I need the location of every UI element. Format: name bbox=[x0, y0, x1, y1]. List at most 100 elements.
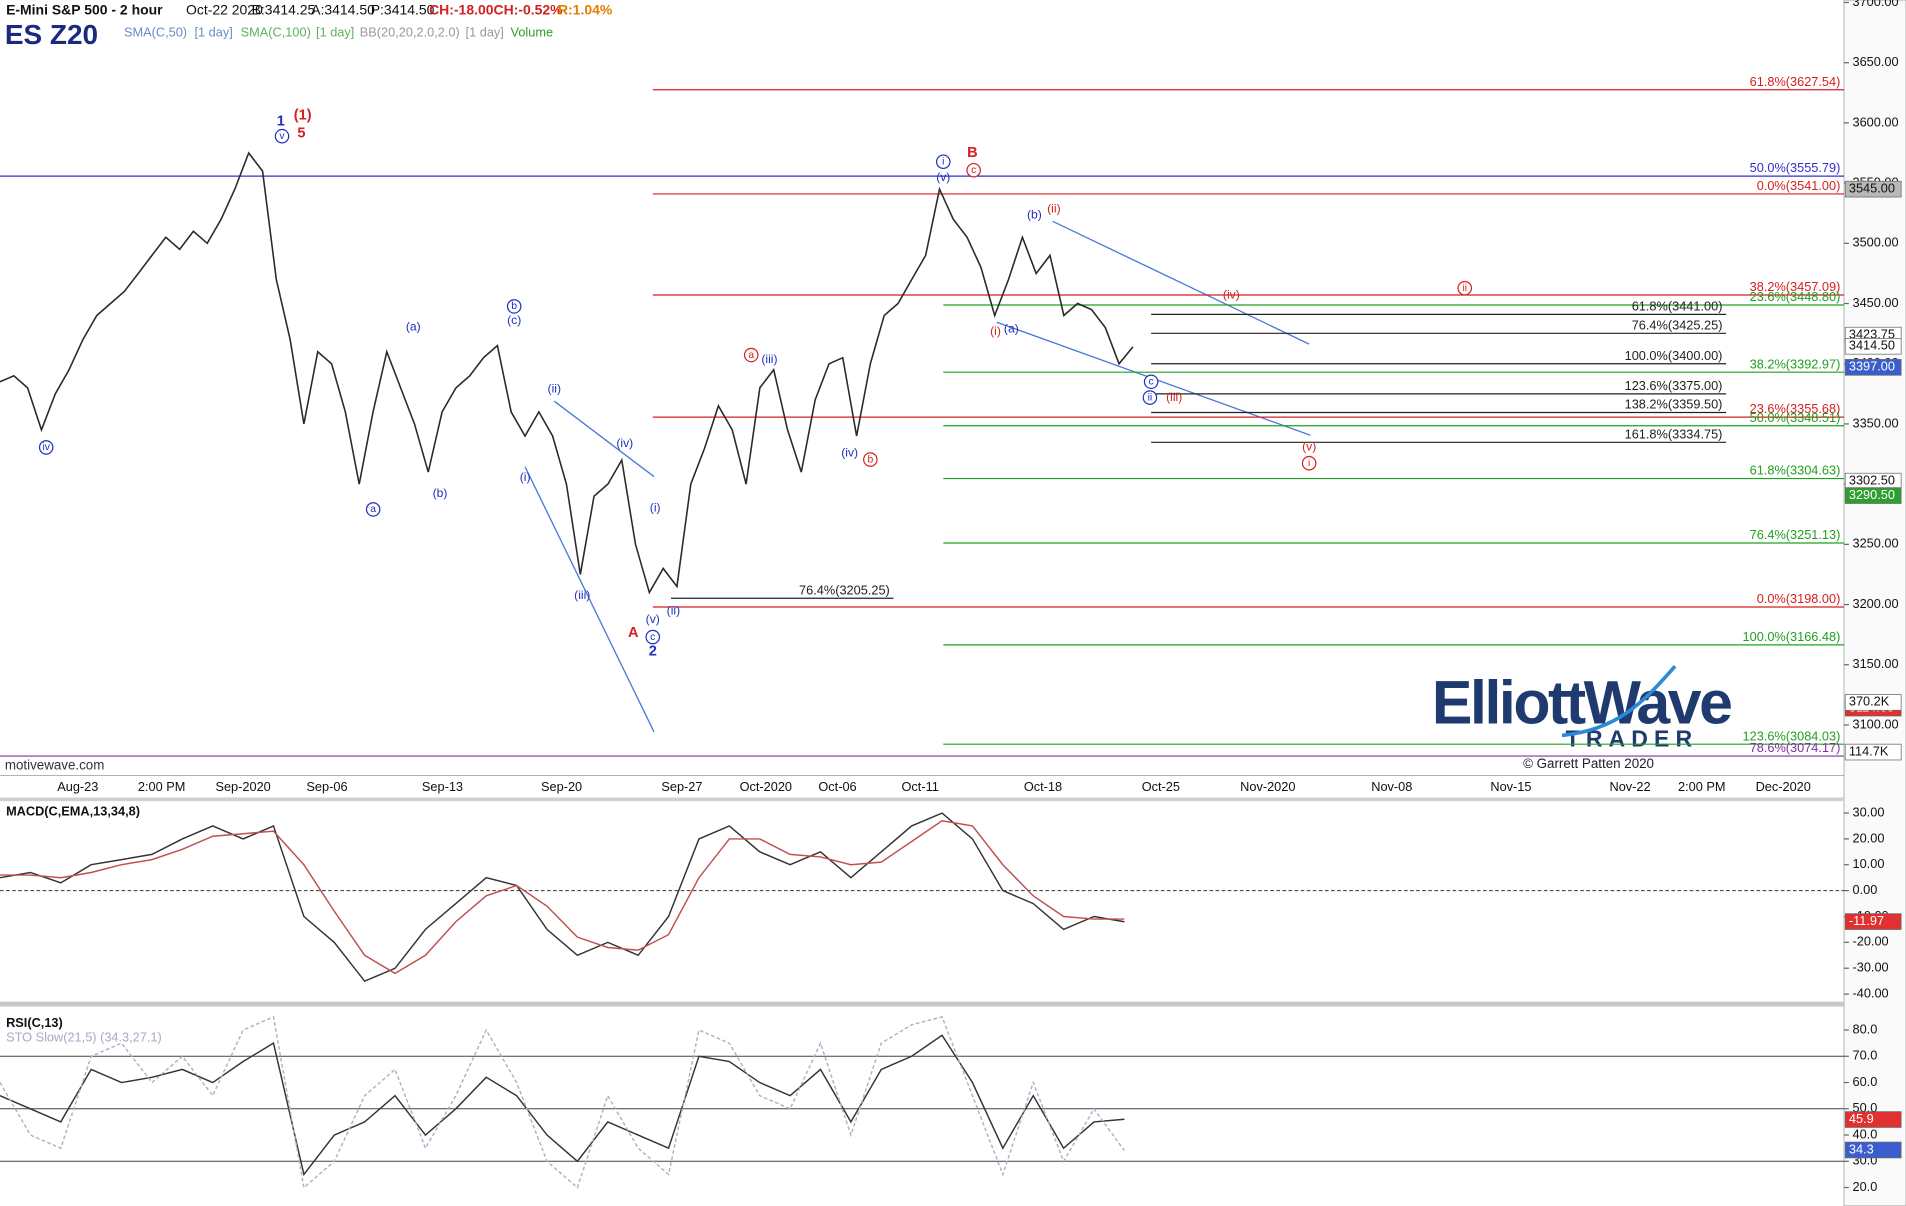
wave-circle bbox=[966, 162, 981, 178]
separator bbox=[0, 1001, 1845, 1007]
price-flag-label: 3290.50 bbox=[1849, 487, 1895, 502]
y-tick-label: 20.0 bbox=[1853, 1179, 1878, 1194]
fib-level-label: 38.2%(3457.09) bbox=[1750, 279, 1841, 294]
wave-label: (b) bbox=[1027, 207, 1042, 221]
wave-circle bbox=[743, 347, 759, 363]
fib-level-label: 123.6%(3084.03) bbox=[1743, 728, 1841, 743]
wave-circle bbox=[1457, 280, 1473, 296]
indicator: [1 day] bbox=[466, 24, 504, 39]
x-tick-label: Nov-2020 bbox=[1240, 779, 1295, 794]
wave-label: (iii) bbox=[574, 588, 590, 602]
fib-level-label: 50.0%(3348.51) bbox=[1750, 410, 1841, 425]
indicator: [1 day] bbox=[194, 24, 232, 39]
fib-level-label: 76.4%(3425.25) bbox=[1632, 317, 1723, 332]
fib-level-label: 61.8%(3627.54) bbox=[1750, 74, 1841, 89]
fib-level-label: 23.6%(3355.68) bbox=[1750, 401, 1841, 416]
y-tick-label: 3600.00 bbox=[1853, 114, 1899, 129]
y-tick-label: 40.0 bbox=[1853, 1126, 1878, 1141]
wave-label: (a) bbox=[1004, 322, 1019, 336]
wave-label: (c) bbox=[507, 313, 521, 327]
fib-level-label: 78.6%(3074.17) bbox=[1750, 740, 1841, 755]
series-line bbox=[0, 812, 1125, 983]
wave-label: c bbox=[650, 632, 655, 643]
x-tick-label: Sep-06 bbox=[306, 779, 347, 794]
x-tick-label: Nov-15 bbox=[1490, 779, 1531, 794]
y-tick-label: 20.00 bbox=[1853, 830, 1885, 845]
price-flag-label: -11.97 bbox=[1849, 913, 1884, 928]
y-tick-label: -20.00 bbox=[1853, 934, 1889, 949]
x-tick-label: Aug-23 bbox=[57, 779, 98, 794]
instrument: E-Mini S&P 500 - 2 hour bbox=[6, 2, 163, 18]
wave-label: ii bbox=[1462, 283, 1467, 294]
trend-line bbox=[553, 400, 655, 478]
wave-label: ii bbox=[1148, 392, 1153, 403]
fib-level-label: 76.4%(3205.25) bbox=[799, 582, 890, 597]
wave-label: (b) bbox=[433, 486, 448, 500]
y-tick-label: 30.00 bbox=[1853, 804, 1885, 819]
fib-level-label: 161.8%(3334.75) bbox=[1625, 426, 1723, 441]
x-tick-label: Oct-2020 bbox=[740, 779, 792, 794]
range: R:1.04% bbox=[558, 2, 613, 18]
bid: B:3414.25 bbox=[252, 2, 316, 18]
fib-level-label: 61.8%(3304.63) bbox=[1750, 463, 1841, 478]
price-flag bbox=[1844, 338, 1902, 355]
change-pct: CH:-0.52% bbox=[494, 2, 564, 18]
indicator: BB(20,20,2.0,2.0) bbox=[360, 24, 460, 39]
fib-level-label: 138.2%(3359.50) bbox=[1625, 397, 1723, 412]
wave-label: 2 bbox=[649, 643, 657, 659]
price-flag-label: 3414.50 bbox=[1849, 338, 1895, 353]
logo-brand: ElliottWave bbox=[1432, 669, 1731, 737]
x-tick-label: Oct-11 bbox=[902, 779, 939, 794]
wave-label: (i) bbox=[650, 500, 661, 514]
y-tick-label: 0.00 bbox=[1853, 882, 1878, 897]
wave-circle bbox=[274, 128, 290, 144]
wave-label: (v) bbox=[936, 170, 950, 184]
wave-label: (iii) bbox=[1166, 390, 1182, 404]
x-tick-label: Oct-06 bbox=[818, 779, 856, 794]
y-tick-label: 60.0 bbox=[1853, 1074, 1878, 1089]
y-tick-label: 10.00 bbox=[1853, 856, 1885, 871]
wave-label: a bbox=[370, 504, 376, 515]
panel-title: MACD(C,EMA,13,34,8) bbox=[6, 803, 140, 818]
wave-circle bbox=[1301, 455, 1317, 471]
y-tick-label: -40.00 bbox=[1853, 985, 1889, 1000]
wave-label: (iv) bbox=[1223, 288, 1240, 302]
wave-label: (i) bbox=[990, 324, 1001, 338]
copyright: © Garrett Patten 2020 bbox=[1523, 756, 1654, 771]
wave-label: i bbox=[942, 156, 944, 167]
symbol: ES Z20 bbox=[5, 19, 98, 50]
price-flag-label: 34.3 bbox=[1849, 1141, 1874, 1156]
fib-level-label: 50.0%(3555.79) bbox=[1750, 160, 1841, 175]
price-flag bbox=[1844, 487, 1902, 504]
wave-circle bbox=[38, 440, 54, 455]
x-tick-label: Sep-2020 bbox=[215, 779, 270, 794]
wave-label: A bbox=[628, 625, 639, 641]
wave-label: (ii) bbox=[667, 604, 680, 618]
x-tick-label: Nov-08 bbox=[1371, 779, 1412, 794]
wave-circle bbox=[935, 154, 951, 170]
fib-level-label: 100.0%(3166.48) bbox=[1743, 629, 1841, 644]
y-tick-label: -30.00 bbox=[1853, 960, 1889, 975]
fib-level-label: 0.0%(3198.00) bbox=[1757, 591, 1841, 606]
x-tick-label: Oct-25 bbox=[1142, 779, 1180, 794]
ask: A:3414.50 bbox=[311, 2, 375, 18]
price-flag bbox=[1844, 180, 1902, 198]
right-axis bbox=[1843, 0, 1906, 1206]
price-flag-label: 3423.75 bbox=[1849, 327, 1895, 342]
series-line bbox=[0, 820, 1125, 975]
wave-circle bbox=[863, 452, 878, 467]
wave-circle bbox=[365, 502, 381, 517]
x-tick-label: Dec-2020 bbox=[1756, 779, 1811, 794]
wave-label: (a) bbox=[406, 319, 421, 333]
x-tick-label: 2:00 PM bbox=[138, 779, 185, 794]
fib-level-label: 23.6%(3448.80) bbox=[1750, 289, 1841, 304]
wave-label: v bbox=[279, 131, 285, 142]
series-line bbox=[0, 1015, 1125, 1189]
x-tick-label: Sep-13 bbox=[422, 779, 463, 794]
wave-label: b bbox=[867, 454, 873, 465]
wave-label: (i) bbox=[520, 470, 531, 484]
series-line bbox=[0, 151, 1134, 595]
wave-label: c bbox=[1149, 377, 1154, 388]
source: motivewave.com bbox=[5, 757, 104, 772]
